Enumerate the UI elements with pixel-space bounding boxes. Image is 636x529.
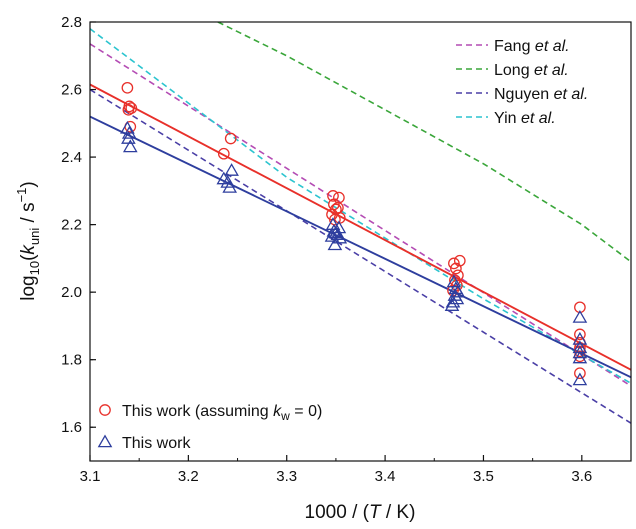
point-circle	[448, 257, 460, 270]
point-triangle	[572, 309, 588, 323]
legend-label-this-work: This work	[122, 435, 191, 452]
line-nguyen-et-al	[90, 88, 631, 424]
legend-label-yin-et-al: Yin et al.	[494, 110, 556, 127]
point-circle	[450, 262, 462, 275]
point-triangle	[445, 294, 461, 308]
line-fang-et-al	[90, 43, 631, 387]
legend-marker-circle	[99, 404, 111, 416]
point-triangle	[224, 163, 239, 176]
x-tick-label: 3.4	[375, 468, 396, 485]
legend-top-right: Fang et al. Long et al. Nguyen et al. Yin e…	[456, 38, 588, 127]
point-triangle	[122, 139, 138, 153]
point-triangle	[220, 174, 236, 188]
point-circle	[574, 328, 586, 341]
legend-label-fang-et-al: Fang et al.	[494, 38, 570, 55]
point-triangle	[572, 345, 588, 359]
y-tick-label: 1.6	[61, 419, 82, 436]
point-circle	[224, 132, 237, 145]
legend-label-this-work-assuming-kw-0: This work (assuming kw = 0)	[122, 403, 322, 423]
x-axis-title: 1000 / (T / K)	[305, 502, 416, 523]
y-tick-label: 2.4	[61, 149, 82, 166]
point-triangle	[572, 372, 588, 386]
legend-bottom-left: This work (assuming kw = 0) This work	[97, 403, 322, 452]
point-triangle	[324, 228, 340, 242]
x-tick-label: 3.3	[276, 468, 297, 485]
legend-label-long-et-al: Long et al.	[494, 62, 569, 79]
point-circle	[217, 147, 230, 160]
point-triangle	[444, 298, 460, 311]
x-tick-label: 3.1	[80, 468, 101, 485]
line-yin-et-al	[90, 28, 631, 384]
point-triangle	[332, 230, 348, 244]
plot-frame	[89, 21, 632, 462]
point-triangle	[327, 237, 343, 251]
point-triangle	[325, 217, 341, 230]
legend-marker-triangle	[97, 434, 113, 448]
point-triangle	[572, 331, 588, 345]
data-points	[120, 81, 588, 386]
y-tick-label: 2.0	[61, 284, 82, 301]
line-this-work-assuming-kw-0-fit	[90, 83, 631, 371]
point-triangle	[572, 350, 588, 364]
line-this-work-fit	[90, 115, 631, 379]
y-tick-label: 2.8	[61, 14, 82, 31]
point-circle	[327, 190, 339, 202]
y-tick-label: 2.2	[61, 217, 82, 234]
y-axis-title: log10(kuni / s−1)	[14, 181, 42, 301]
line-long-et-al	[217, 22, 631, 263]
point-triangle	[121, 125, 137, 139]
point-triangle	[222, 179, 238, 193]
point-circle	[329, 213, 341, 226]
x-tick-label: 3.6	[571, 468, 592, 485]
point-circle	[122, 103, 135, 116]
axis-ticks: 3.1 3.2 3.3 3.4 3.5 3.6 1.6 1.8 2.0 2.2 2.4 2.6 2.8	[61, 14, 592, 485]
x-tick-label: 3.2	[178, 468, 199, 485]
point-triangle	[450, 284, 466, 298]
y-tick-label: 2.6	[61, 82, 82, 99]
y-tick-label: 1.8	[61, 352, 82, 369]
point-circle	[125, 102, 138, 114]
trend-lines	[90, 22, 631, 424]
point-circle	[574, 367, 586, 380]
legend-label-nguyen-et-al: Nguyen et al.	[494, 86, 588, 103]
point-circle	[121, 81, 134, 94]
x-tick-label: 3.5	[473, 468, 494, 485]
